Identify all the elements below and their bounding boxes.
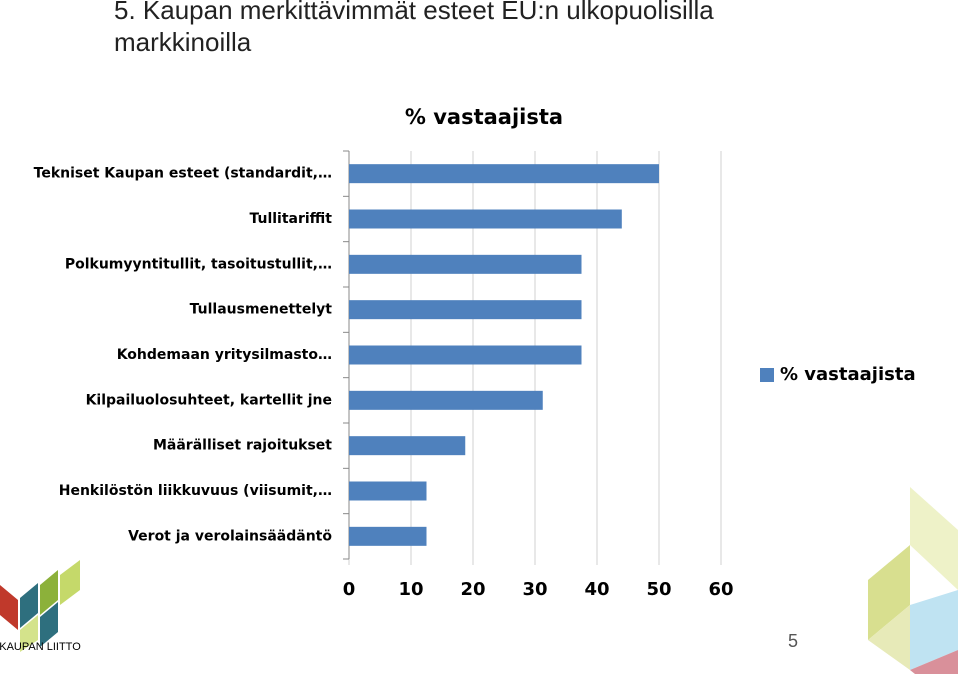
y-tick-label: Henkilöstön liikkuvuus (viisumit,… xyxy=(59,483,332,499)
logo-left xyxy=(0,560,80,652)
y-tick-label: Polkumyyntitullit, tasoitustullit,… xyxy=(65,256,332,272)
bar xyxy=(349,526,427,546)
x-tick-label: 50 xyxy=(646,579,671,600)
bar xyxy=(349,209,622,229)
page-number: 5 xyxy=(788,631,798,651)
y-tick-label: Tullausmenettelyt xyxy=(190,302,333,318)
bar xyxy=(349,164,659,184)
bar xyxy=(349,436,466,456)
logo-right xyxy=(868,487,958,674)
x-tick-label: 10 xyxy=(398,579,423,600)
bar xyxy=(349,390,543,410)
chart-title: % vastaajista xyxy=(405,105,563,129)
x-tick-label: 0 xyxy=(343,579,356,600)
y-tick-label: Määrälliset rajoitukset xyxy=(153,438,332,454)
bar xyxy=(349,254,582,274)
bar xyxy=(349,300,582,320)
bar xyxy=(349,481,427,501)
legend-swatch xyxy=(760,368,774,382)
x-tick-label: 30 xyxy=(522,579,547,600)
y-tick-label: Tekniset Kaupan esteet (standardit,… xyxy=(34,166,332,182)
y-tick-label: Tullitariffit xyxy=(249,211,332,227)
y-tick-label: Kilpailuolosuhteet, kartellit jne xyxy=(86,392,332,408)
logo-text: KAUPAN LIITTO xyxy=(0,641,81,653)
x-tick-label: 40 xyxy=(584,579,609,600)
legend-label: % vastaajista xyxy=(780,364,916,385)
x-tick-label: 60 xyxy=(708,579,733,600)
bar xyxy=(349,345,582,365)
y-tick-label: Verot ja verolainsäädäntö xyxy=(128,528,332,544)
x-tick-label: 20 xyxy=(460,579,485,600)
y-tick-label: Kohdemaan yritysilmasto… xyxy=(117,347,332,363)
slide-title: 5. Kaupan merkittävimmät esteet EU:n ulk… xyxy=(114,0,714,57)
